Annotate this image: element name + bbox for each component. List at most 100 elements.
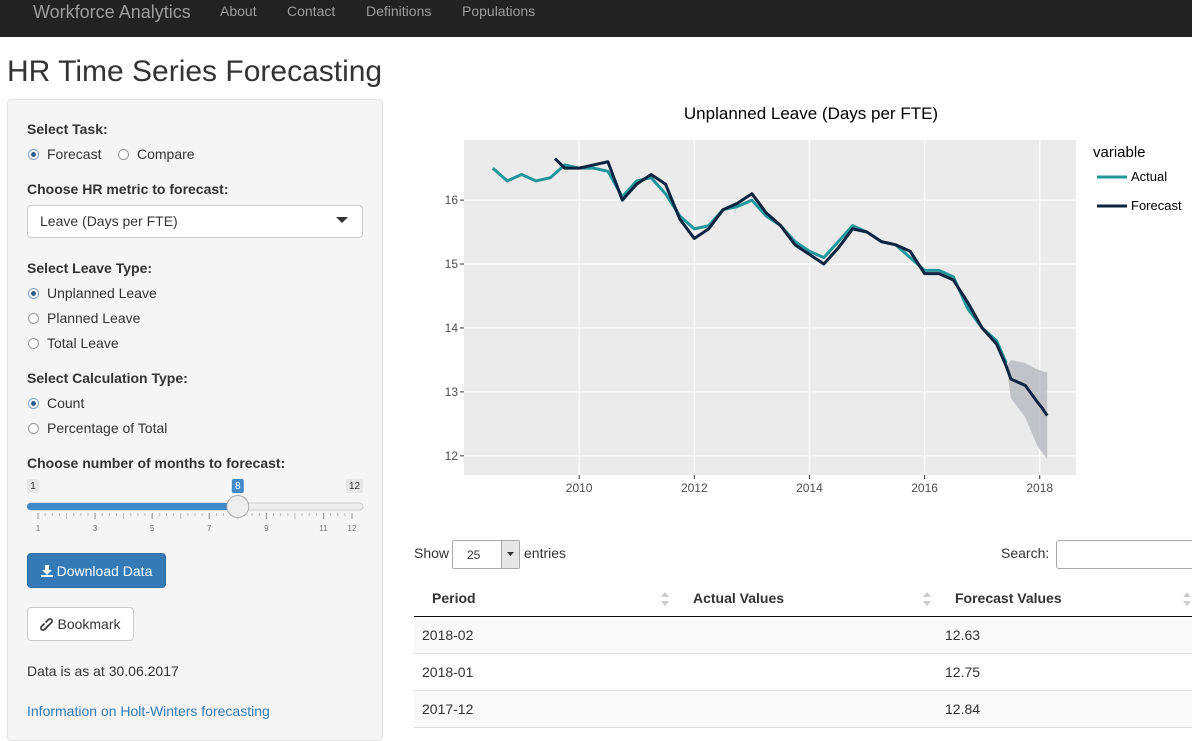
entries-label: entries — [524, 545, 567, 561]
download-icon — [40, 564, 53, 577]
table-row: 2018-01 12.75 — [414, 654, 1192, 691]
radio-option[interactable]: Compare — [118, 145, 195, 163]
radio-button[interactable] — [28, 397, 39, 409]
show-label: Show — [414, 545, 450, 561]
legend-label: Actual — [1131, 169, 1167, 184]
slider-tick-label: 5 — [150, 524, 155, 533]
slider-tick-label: 7 — [207, 524, 212, 533]
slider[interactable]: 1 3 5 7 9 11 12 1 12 8 — [20, 475, 372, 537]
radio-option[interactable]: Count — [28, 394, 84, 412]
select[interactable]: Leave (Days per FTE) — [27, 205, 363, 238]
caret — [507, 552, 514, 556]
slider-tick-label: 9 — [264, 524, 269, 533]
data-table: Show 25 entries Search: Period Actual Val… — [414, 535, 1192, 735]
button-label: Bookmark — [57, 616, 121, 632]
page-length: 25 — [467, 548, 481, 562]
x-tick-label: 2010 — [566, 481, 593, 495]
slider-value-label: 8 — [235, 481, 241, 492]
slider-tick-label: 1 — [36, 524, 41, 533]
radio-button[interactable] — [28, 287, 39, 299]
slider-tick-label: 11 — [319, 524, 328, 533]
sort-icon[interactable] — [922, 591, 932, 607]
bookmark-button[interactable]: Bookmark — [27, 607, 134, 641]
nav-link[interactable]: Contact — [287, 3, 336, 19]
slider-max-box — [346, 479, 363, 493]
label: Select Leave Type: — [27, 260, 153, 276]
radio-option[interactable]: Percentage of Total — [28, 419, 167, 437]
data-note: Data is as at 30.06.2017 — [27, 663, 179, 679]
slider-min-label: 1 — [30, 481, 36, 492]
y-tick-label: 14 — [445, 321, 459, 335]
radio-option[interactable]: Planned Leave — [28, 309, 140, 327]
table-cell: 2018-01 — [422, 664, 474, 680]
table-cell: 2018-02 — [422, 627, 474, 643]
line-series — [553, 157, 1049, 417]
table-cell: 12.84 — [945, 701, 981, 717]
y-tick-label: 13 — [445, 385, 459, 399]
select-value: Leave (Days per FTE) — [40, 213, 178, 229]
radio-label: Unplanned Leave — [47, 285, 157, 301]
search-label: Search: — [1001, 545, 1050, 561]
nav-link[interactable]: About — [220, 3, 257, 19]
column-header[interactable]: Period — [432, 590, 476, 606]
forecast-interval — [1006, 359, 1048, 460]
x-tick-label: 2012 — [681, 481, 708, 495]
button-label: Download Data — [56, 562, 153, 579]
search-input[interactable] — [1056, 540, 1192, 569]
x-tick-label: 2018 — [1026, 481, 1053, 495]
chart: Unplanned Leave (Days per FTE) 12 13 14 15 16… — [445, 104, 1182, 495]
table-row: 2018-02 12.63 — [414, 617, 1192, 654]
radio-label: Count — [47, 395, 85, 411]
legend-title: variable — [1093, 144, 1146, 161]
radio-option[interactable]: Forecast — [28, 145, 101, 163]
slider-tick-label: 3 — [93, 524, 98, 533]
y-tick-label: 15 — [445, 257, 459, 271]
info-link[interactable]: Information on Holt-Winters forecasting — [27, 703, 270, 719]
table-cell: 12.75 — [945, 664, 981, 680]
radio-button[interactable] — [118, 148, 129, 160]
nav-link[interactable]: Definitions — [366, 3, 432, 19]
y-tick-label: 12 — [445, 449, 459, 463]
radio-label: Compare — [137, 146, 195, 162]
radio-label: Forecast — [47, 146, 102, 162]
table-cell: 12.63 — [945, 627, 981, 643]
plot-panel — [464, 140, 1076, 475]
download-button[interactable]: Download Data — [27, 553, 166, 588]
chart-title: Unplanned Leave (Days per FTE) — [684, 104, 938, 123]
column-header[interactable]: Forecast Values — [955, 590, 1062, 606]
radio-button[interactable] — [28, 312, 39, 324]
x-tick-label: 2014 — [796, 481, 823, 495]
sort-icon[interactable] — [660, 591, 670, 607]
table-cell: 2017-12 — [422, 701, 474, 717]
header-rule — [414, 616, 1192, 617]
radio-option[interactable]: Total Leave — [28, 334, 119, 352]
radio-label: Total Leave — [47, 335, 119, 351]
slider-value-box — [231, 479, 244, 493]
radio-label: Planned Leave — [47, 310, 141, 326]
slider-min-box — [27, 479, 39, 493]
slider-max-label: 12 — [349, 481, 361, 492]
radio-label: Percentage of Total — [47, 420, 168, 436]
select-arrow — [501, 541, 519, 568]
radio-button[interactable] — [28, 148, 39, 160]
label: Choose number of months to forecast: — [27, 455, 286, 471]
radio-option[interactable]: Unplanned Leave — [28, 284, 157, 302]
link-icon — [40, 617, 54, 631]
slider-fill — [27, 503, 238, 510]
label: Choose HR metric to forecast: — [27, 181, 229, 197]
sort-icon[interactable] — [1182, 591, 1192, 607]
radio-button[interactable] — [28, 422, 39, 434]
navbar: Workforce Analytics About Contact Defini… — [0, 0, 1192, 37]
page-length-select[interactable]: 25 — [452, 540, 520, 569]
column-header[interactable]: Actual Values — [693, 590, 785, 606]
nav-link[interactable]: Populations — [462, 3, 536, 19]
page-title: HR Time Series Forecasting — [7, 55, 383, 88]
radio-button[interactable] — [28, 337, 39, 349]
slider-tick-label: 12 — [348, 524, 357, 533]
label: Select Calculation Type: — [27, 370, 188, 386]
legend-label: Forecast — [1131, 198, 1182, 213]
slider-handle[interactable] — [226, 495, 250, 518]
caret — [336, 217, 348, 223]
brand[interactable]: Workforce Analytics — [33, 2, 191, 22]
